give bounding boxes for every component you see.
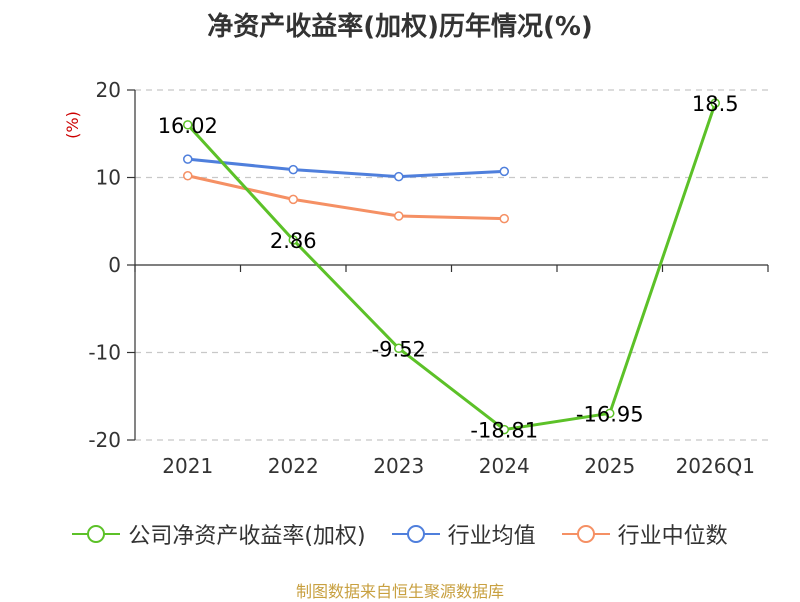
- data-point: [394, 343, 404, 354]
- legend-swatch: [391, 525, 440, 543]
- data-label: 18.5: [692, 92, 739, 116]
- data-point: [605, 408, 615, 419]
- data-label: -16.95: [576, 402, 644, 426]
- x-tick-label: 2025: [584, 454, 635, 478]
- data-point: [499, 424, 509, 435]
- y-tick-label: 20: [96, 78, 121, 102]
- legend-swatch: [561, 525, 610, 543]
- series-line-2: [187, 174, 505, 221]
- data-point: [394, 171, 404, 182]
- data-point: [288, 235, 298, 245]
- legend-item-1[interactable]: 行业均值: [391, 518, 536, 550]
- data-point: [710, 98, 720, 108]
- legend-label: 行业均值: [447, 524, 536, 549]
- y-axis-label: (%): [63, 111, 82, 139]
- x-tick-label: 2026Q1: [676, 454, 755, 478]
- y-tick-label: 0: [108, 253, 121, 277]
- legend-label: 行业中位数: [617, 524, 728, 549]
- source-note: 制图数据来自恒生聚源数据库: [295, 582, 504, 601]
- data-point: [394, 211, 404, 221]
- y-tick-label: 10: [96, 166, 121, 190]
- data-point: [183, 171, 193, 181]
- data-label: 2.86: [270, 229, 317, 253]
- legend-item-0[interactable]: 公司净资产收益率(加权): [72, 518, 366, 550]
- data-point: [499, 166, 509, 177]
- y-tick-label: -10: [88, 341, 121, 365]
- chart-title: 净资产收益率(加权)历年情况(%): [207, 12, 593, 42]
- legend: 公司净资产收益率(加权) 行业均值 行业中位数: [0, 518, 800, 550]
- data-label: 16.02: [158, 114, 218, 138]
- series-line-1: [187, 157, 505, 179]
- data-point: [499, 213, 509, 224]
- x-tick-label: 2023: [373, 454, 424, 478]
- x-tick-label: 2021: [162, 454, 213, 478]
- data-point: [288, 194, 298, 205]
- data-label: -9.52: [372, 337, 426, 361]
- legend-item-2[interactable]: 行业中位数: [561, 518, 728, 550]
- data-label: -18.81: [470, 419, 538, 443]
- data-point: [183, 120, 193, 130]
- data-point: [183, 154, 193, 164]
- data-point: [288, 164, 298, 175]
- x-tick-label: 2022: [268, 454, 319, 478]
- legend-label: 公司净资产收益率(加权): [128, 524, 366, 549]
- series-line-0: [186, 102, 717, 432]
- y-tick-label: -20: [88, 428, 121, 452]
- legend-swatch: [72, 525, 121, 543]
- x-tick-label: 2024: [479, 454, 530, 478]
